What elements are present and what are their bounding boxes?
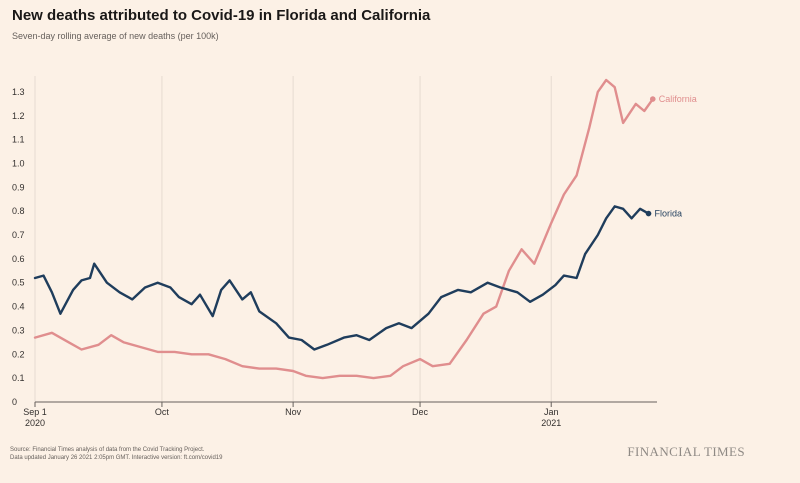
y-tick-label: 0 (12, 397, 17, 407)
x-tick-label: Nov (285, 407, 302, 417)
series-line-california (33, 78, 654, 380)
y-tick-label: 0.9 (12, 182, 25, 192)
y-tick-label: 1.3 (12, 87, 25, 97)
series-label-california: California (659, 94, 697, 104)
y-tick-label: 0.1 (12, 373, 25, 383)
x-tick-label: Jan (544, 407, 559, 417)
series-line-florida (33, 205, 650, 351)
source-line-1: Source: Financial Times analysis of data… (10, 447, 205, 453)
source-note: Source: Financial Times analysis of data… (10, 446, 222, 462)
x-tick-label: Oct (155, 407, 170, 417)
y-tick-label: 1.2 (12, 111, 25, 121)
source-line-2: Data updated January 26 2021 2:05pm GMT.… (10, 455, 223, 461)
x-tick-label: Sep 1 (23, 407, 47, 417)
y-tick-label: 0.7 (12, 230, 25, 240)
y-tick-label: 0.3 (12, 325, 25, 335)
series-end-marker-california (649, 96, 656, 102)
y-tick-label: 0.4 (12, 302, 25, 312)
y-tick-label: 0.6 (12, 254, 25, 264)
x-tick-sublabel: 2020 (25, 418, 45, 428)
y-tick-label: 1.0 (12, 158, 25, 168)
x-tick-label: Dec (412, 407, 429, 417)
y-tick-label: 1.1 (12, 135, 25, 145)
x-tick-sublabel: 2021 (541, 418, 561, 428)
chart-title: New deaths attributed to Covid-19 in Flo… (12, 7, 431, 24)
financial-times-logo: FINANCIAL TIMES (627, 444, 745, 459)
chart-subtitle: Seven-day rolling average of new deaths … (12, 31, 219, 41)
y-tick-label: 0.8 (12, 206, 25, 216)
series-label-florida: Florida (655, 209, 683, 219)
y-tick-label: 0.2 (12, 349, 25, 359)
series-end-marker-florida (645, 210, 652, 217)
y-tick-label: 0.5 (12, 278, 25, 288)
